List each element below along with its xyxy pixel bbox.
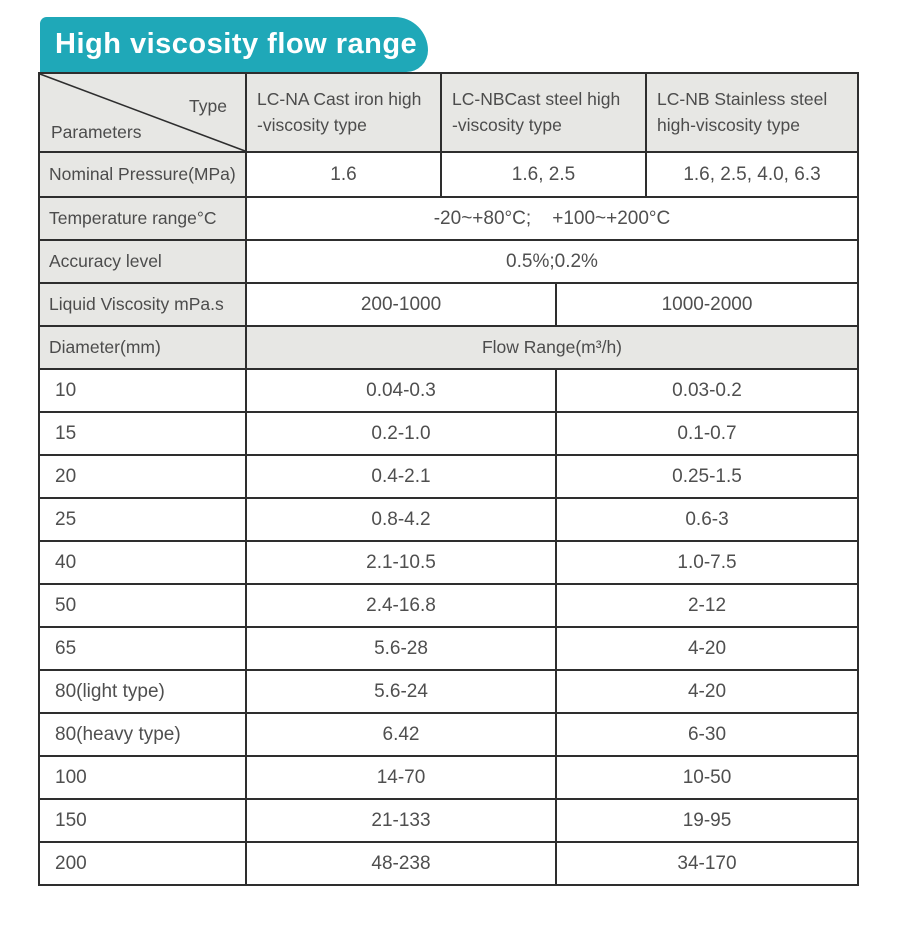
flow-cell-viscosity-200-1000: 6.42: [245, 712, 557, 757]
table-row-accuracy-level: Accuracy level 0.5%;0.2%: [38, 239, 859, 284]
type-header-stainless-steel: LC-NB Stainless steel high-viscosity typ…: [645, 72, 859, 153]
diagonal-divider-line: [41, 75, 244, 150]
type-header-stainless-steel-line2: high-viscosity type: [657, 114, 800, 135]
flow-cell-viscosity-1000-2000: 0.03-0.2: [555, 368, 859, 413]
viscosity-value-high: 1000-2000: [555, 282, 859, 327]
flow-cell-viscosity-200-1000: 48-238: [245, 841, 557, 886]
table-row-nominal-pressure: Nominal Pressure(MPa) 1.6 1.6, 2.5 1.6, …: [38, 151, 859, 198]
flow-row-150: 150 21-133 19-95: [38, 798, 859, 843]
flow-row-80-light: 80(light type) 5.6-24 4-20: [38, 669, 859, 714]
page-title-banner: High viscosity flow range: [40, 17, 428, 72]
diameter-cell: 20: [38, 454, 247, 499]
type-header-cast-iron-line1: LC-NA Cast iron high: [257, 89, 422, 110]
flow-row-200: 200 48-238 34-170: [38, 841, 859, 886]
corner-parameters-label: Parameters: [51, 122, 142, 142]
corner-cell: Type Parameters: [38, 72, 247, 153]
type-header-cast-steel-line2: -viscosity type: [452, 114, 562, 135]
flow-cell-viscosity-1000-2000: 19-95: [555, 798, 859, 843]
flow-cell-viscosity-200-1000: 14-70: [245, 755, 557, 800]
page-title: High viscosity flow range: [55, 28, 418, 60]
flow-range-header: Flow Range(m³/h): [245, 325, 859, 370]
diameter-cell: 50: [38, 583, 247, 628]
flow-row-50: 50 2.4-16.8 2-12: [38, 583, 859, 628]
flow-cell-viscosity-1000-2000: 2-12: [555, 583, 859, 628]
table-row-type-header: Type Parameters LC-NA Cast iron high -vi…: [38, 72, 859, 153]
pressure-value-cast-iron: 1.6: [245, 151, 442, 198]
table-row-diameter-flow-range: Diameter(mm) Flow Range(m³/h): [38, 325, 859, 370]
flow-cell-viscosity-200-1000: 21-133: [245, 798, 557, 843]
flow-cell-viscosity-1000-2000: 0.6-3: [555, 497, 859, 542]
row-label-temperature-range: Temperature range°C: [38, 196, 247, 241]
diameter-cell: 25: [38, 497, 247, 542]
flow-cell-viscosity-200-1000: 2.4-16.8: [245, 583, 557, 628]
flow-cell-viscosity-200-1000: 2.1-10.5: [245, 540, 557, 585]
diameter-cell: 200: [38, 841, 247, 886]
table-row-liquid-viscosity: Liquid Viscosity mPa.s 200-1000 1000-200…: [38, 282, 859, 327]
type-header-stainless-steel-line1: LC-NB Stainless steel: [657, 89, 828, 110]
diameter-cell: 80(light type): [38, 669, 247, 714]
pressure-value-cast-steel: 1.6, 2.5: [440, 151, 647, 198]
pressure-value-stainless-steel: 1.6, 2.5, 4.0, 6.3: [645, 151, 859, 198]
flow-cell-viscosity-1000-2000: 1.0-7.5: [555, 540, 859, 585]
diameter-cell: 10: [38, 368, 247, 413]
flow-cell-viscosity-1000-2000: 0.1-0.7: [555, 411, 859, 456]
type-header-cast-iron: LC-NA Cast iron high -viscosity type: [245, 72, 442, 153]
diameter-cell: 100: [38, 755, 247, 800]
flow-cell-viscosity-1000-2000: 34-170: [555, 841, 859, 886]
table-row-temperature-range: Temperature range°C -20~+80°C; +100~+200…: [38, 196, 859, 241]
corner-type-label: Type: [189, 96, 227, 116]
flow-cell-viscosity-1000-2000: 4-20: [555, 626, 859, 671]
flow-cell-viscosity-200-1000: 5.6-28: [245, 626, 557, 671]
viscosity-value-low: 200-1000: [245, 282, 557, 327]
flow-cell-viscosity-200-1000: 0.04-0.3: [245, 368, 557, 413]
flow-cell-viscosity-200-1000: 0.2-1.0: [245, 411, 557, 456]
flow-row-15: 15 0.2-1.0 0.1-0.7: [38, 411, 859, 456]
flow-row-10: 10 0.04-0.3 0.03-0.2: [38, 368, 859, 413]
type-header-cast-steel-line1: LC-NBCast steel high: [452, 89, 621, 110]
spec-table: Type Parameters LC-NA Cast iron high -vi…: [38, 72, 859, 886]
accuracy-level-value: 0.5%;0.2%: [245, 239, 859, 284]
flow-cell-viscosity-200-1000: 5.6-24: [245, 669, 557, 714]
type-header-cast-steel: LC-NBCast steel high -viscosity type: [440, 72, 647, 153]
flow-cell-viscosity-1000-2000: 4-20: [555, 669, 859, 714]
diameter-cell: 150: [38, 798, 247, 843]
diameter-cell: 15: [38, 411, 247, 456]
row-label-nominal-pressure: Nominal Pressure(MPa): [38, 151, 247, 198]
flow-row-25: 25 0.8-4.2 0.6-3: [38, 497, 859, 542]
flow-cell-viscosity-200-1000: 0.8-4.2: [245, 497, 557, 542]
flow-row-80-heavy: 80(heavy type) 6.42 6-30: [38, 712, 859, 757]
flow-cell-viscosity-1000-2000: 0.25-1.5: [555, 454, 859, 499]
flow-row-100: 100 14-70 10-50: [38, 755, 859, 800]
diameter-cell: 65: [38, 626, 247, 671]
flow-cell-viscosity-1000-2000: 6-30: [555, 712, 859, 757]
diameter-cell: 40: [38, 540, 247, 585]
flow-cell-viscosity-200-1000: 0.4-2.1: [245, 454, 557, 499]
temperature-range-value: -20~+80°C; +100~+200°C: [245, 196, 859, 241]
flow-row-65: 65 5.6-28 4-20: [38, 626, 859, 671]
flow-row-20: 20 0.4-2.1 0.25-1.5: [38, 454, 859, 499]
diameter-cell: 80(heavy type): [38, 712, 247, 757]
row-label-liquid-viscosity: Liquid Viscosity mPa.s: [38, 282, 247, 327]
flow-cell-viscosity-1000-2000: 10-50: [555, 755, 859, 800]
type-header-cast-iron-line2: -viscosity type: [257, 114, 367, 135]
row-label-diameter: Diameter(mm): [38, 325, 247, 370]
flow-row-40: 40 2.1-10.5 1.0-7.5: [38, 540, 859, 585]
row-label-accuracy-level: Accuracy level: [38, 239, 247, 284]
